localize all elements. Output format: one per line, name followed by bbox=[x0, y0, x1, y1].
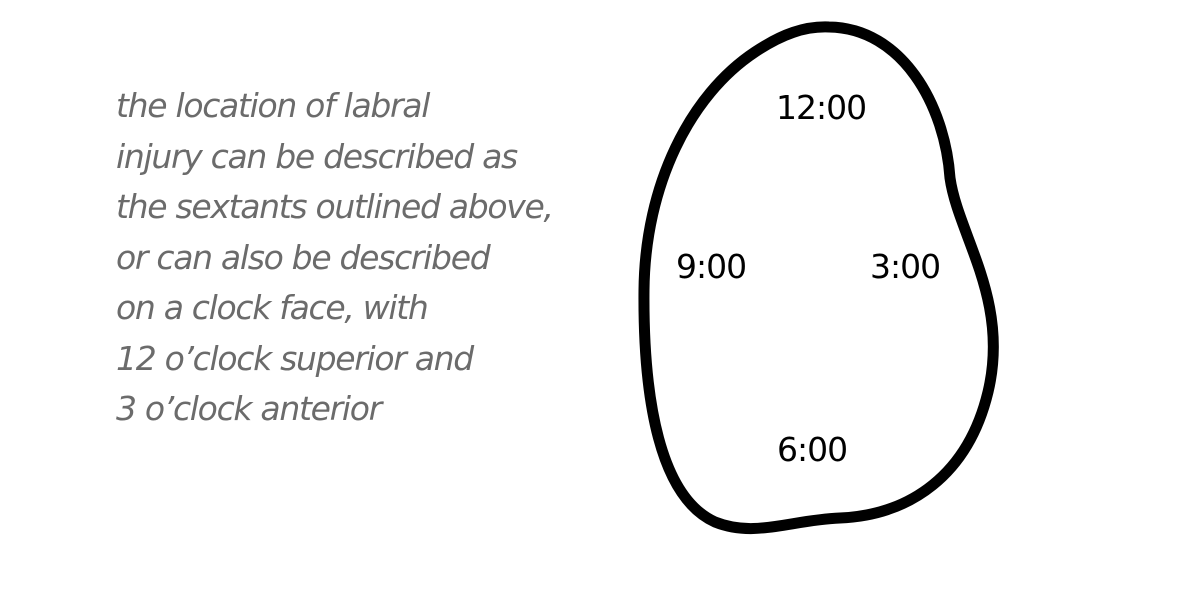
caption-line: on a clock face, with bbox=[116, 288, 429, 327]
clock-label-6: 6:00 bbox=[777, 430, 847, 469]
caption-line: the location of labral bbox=[116, 86, 430, 125]
acetabulum-outline bbox=[638, 21, 999, 535]
clock-label-9: 9:00 bbox=[676, 247, 746, 286]
caption-line: the sextants outlined above, bbox=[116, 187, 554, 226]
clock-label-12: 12:00 bbox=[776, 88, 866, 127]
caption-line: 3 o’clock anterior bbox=[116, 389, 382, 428]
caption-line: 12 o’clock superior and bbox=[116, 338, 474, 378]
clock-label-3: 3:00 bbox=[870, 247, 940, 286]
caption-line: or can also be described bbox=[116, 237, 491, 277]
caption-text: the location of labral injury can be des… bbox=[116, 81, 616, 435]
caption-line: injury can be described as bbox=[116, 136, 518, 176]
